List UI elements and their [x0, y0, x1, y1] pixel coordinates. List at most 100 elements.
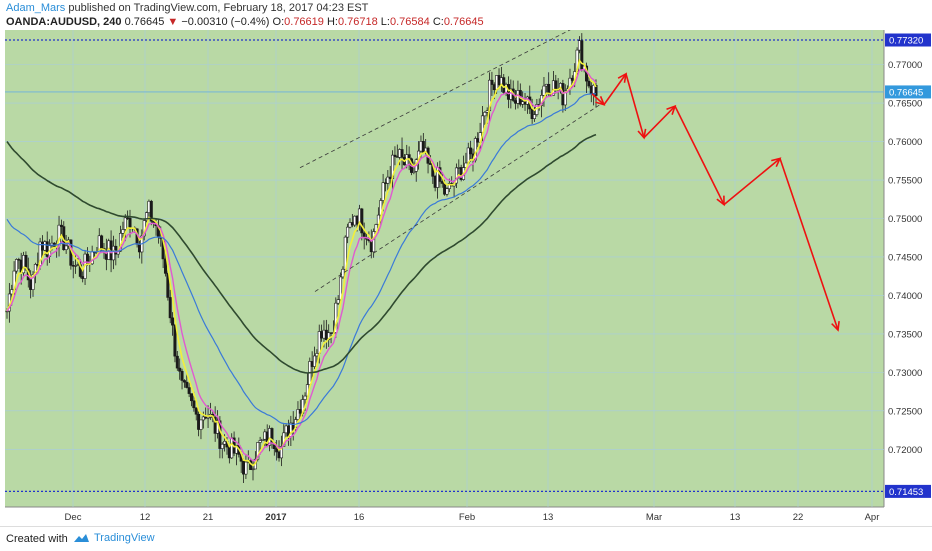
- candle-body: [303, 395, 307, 400]
- candle-body: [495, 75, 499, 91]
- candle-body: [175, 355, 179, 369]
- candle-body: [485, 110, 489, 113]
- candle: [346, 223, 350, 244]
- candle: [220, 442, 224, 459]
- x-tick-label: Apr: [865, 512, 880, 523]
- candle-body: [530, 108, 534, 119]
- candle-body: [393, 154, 397, 157]
- candle-body: [171, 317, 175, 326]
- candle-body: [383, 182, 387, 184]
- candle-body: [201, 416, 205, 421]
- candle-body: [149, 200, 153, 222]
- candle-body: [547, 83, 551, 95]
- y-tick-label: 0.77000: [888, 60, 922, 71]
- candle-body: [38, 241, 42, 266]
- candle: [275, 440, 279, 461]
- candle-body: [204, 416, 208, 419]
- candle-body: [242, 460, 246, 475]
- candle-body: [490, 79, 494, 85]
- candle-body: [400, 149, 404, 158]
- candle-body: [220, 443, 224, 449]
- candle-body: [348, 222, 352, 228]
- candle-body: [76, 264, 80, 266]
- ohlc-line: OANDA:AUDUSD, 240 0.76645 ▼ −0.00310 (−0…: [6, 16, 484, 28]
- candle-body: [296, 409, 300, 420]
- low-value: 0.76584: [389, 16, 430, 28]
- candle-body: [100, 235, 104, 249]
- candle-body: [532, 114, 536, 119]
- forecast-segment: [591, 93, 605, 106]
- candle-body: [506, 84, 510, 100]
- candle-body: [353, 215, 357, 226]
- candle: [459, 164, 463, 182]
- candle-body: [457, 167, 461, 169]
- candle-body: [123, 217, 127, 230]
- last-price-badge-bg: [885, 85, 931, 99]
- footer-bar: Created with TradingView: [0, 526, 932, 551]
- price-chart[interactable]: 0.77000 0.76500 0.76000 0.75500 0.75000 0.745…: [0, 30, 932, 526]
- upper-level-badge-bg: [885, 33, 931, 47]
- candle-body: [523, 101, 527, 105]
- candle-body: [445, 188, 449, 195]
- candle: [190, 393, 194, 407]
- candle-body: [315, 353, 319, 357]
- y-tick-label: 0.73500: [888, 329, 922, 340]
- candle: [178, 358, 182, 380]
- y-tick-label: 0.72000: [888, 445, 922, 456]
- forecast-arrow: [625, 73, 647, 140]
- candle-body: [329, 332, 333, 334]
- candle: [336, 295, 340, 306]
- candle-body: [476, 138, 480, 143]
- author-link[interactable]: Adam_Mars: [6, 2, 66, 14]
- forecast-segment: [603, 73, 627, 106]
- candle-body: [230, 437, 234, 459]
- candle-body: [563, 90, 567, 106]
- arrowhead-icon: [637, 128, 647, 140]
- candle: [182, 379, 186, 388]
- candle-body: [360, 208, 364, 234]
- candle-body: [194, 407, 198, 415]
- candle-body: [355, 215, 359, 225]
- tradingview-logo[interactable]: TradingView: [72, 532, 155, 544]
- candle-body: [313, 355, 317, 367]
- x-tick-label: 22: [793, 512, 804, 523]
- y-tick-label: 0.74000: [888, 291, 922, 302]
- x-tick-label: Feb: [459, 512, 475, 523]
- candle-body: [542, 85, 546, 96]
- publish-info: published on TradingView.com, February 1…: [68, 2, 369, 14]
- candle: [145, 211, 149, 223]
- candle-body: [372, 231, 376, 253]
- candle: [171, 312, 175, 336]
- candle-body: [298, 409, 302, 414]
- forecast-segment: [674, 105, 725, 205]
- lower-level-badge-text: 0.71453: [889, 487, 923, 498]
- candle-body: [199, 419, 203, 430]
- high-value: 0.76718: [337, 16, 378, 28]
- open-value: 0.76619: [284, 16, 324, 28]
- candle-body: [398, 149, 402, 158]
- candle-body: [251, 468, 255, 471]
- candle-body: [587, 80, 591, 87]
- candle-body: [166, 273, 170, 298]
- candle-body: [428, 163, 432, 165]
- candle-body: [440, 181, 444, 184]
- candle-body: [433, 176, 437, 188]
- candle: [587, 75, 591, 89]
- candle: [341, 266, 345, 279]
- candle: [260, 438, 264, 441]
- candle: [393, 146, 397, 166]
- candle-body: [284, 425, 288, 434]
- candle-body: [40, 241, 44, 251]
- x-tick-label: 13: [730, 512, 741, 523]
- candle: [168, 289, 172, 324]
- candle-body: [589, 85, 593, 94]
- cloud-icon: [74, 534, 89, 543]
- candle: [279, 435, 283, 467]
- candle-body: [178, 367, 182, 372]
- candle-body: [71, 265, 75, 267]
- tradingview-brand: TradingView: [94, 532, 155, 544]
- candle: [175, 350, 179, 371]
- ma-long-line: [6, 133, 597, 374]
- high-label: H:: [326, 16, 338, 28]
- candle: [490, 71, 494, 97]
